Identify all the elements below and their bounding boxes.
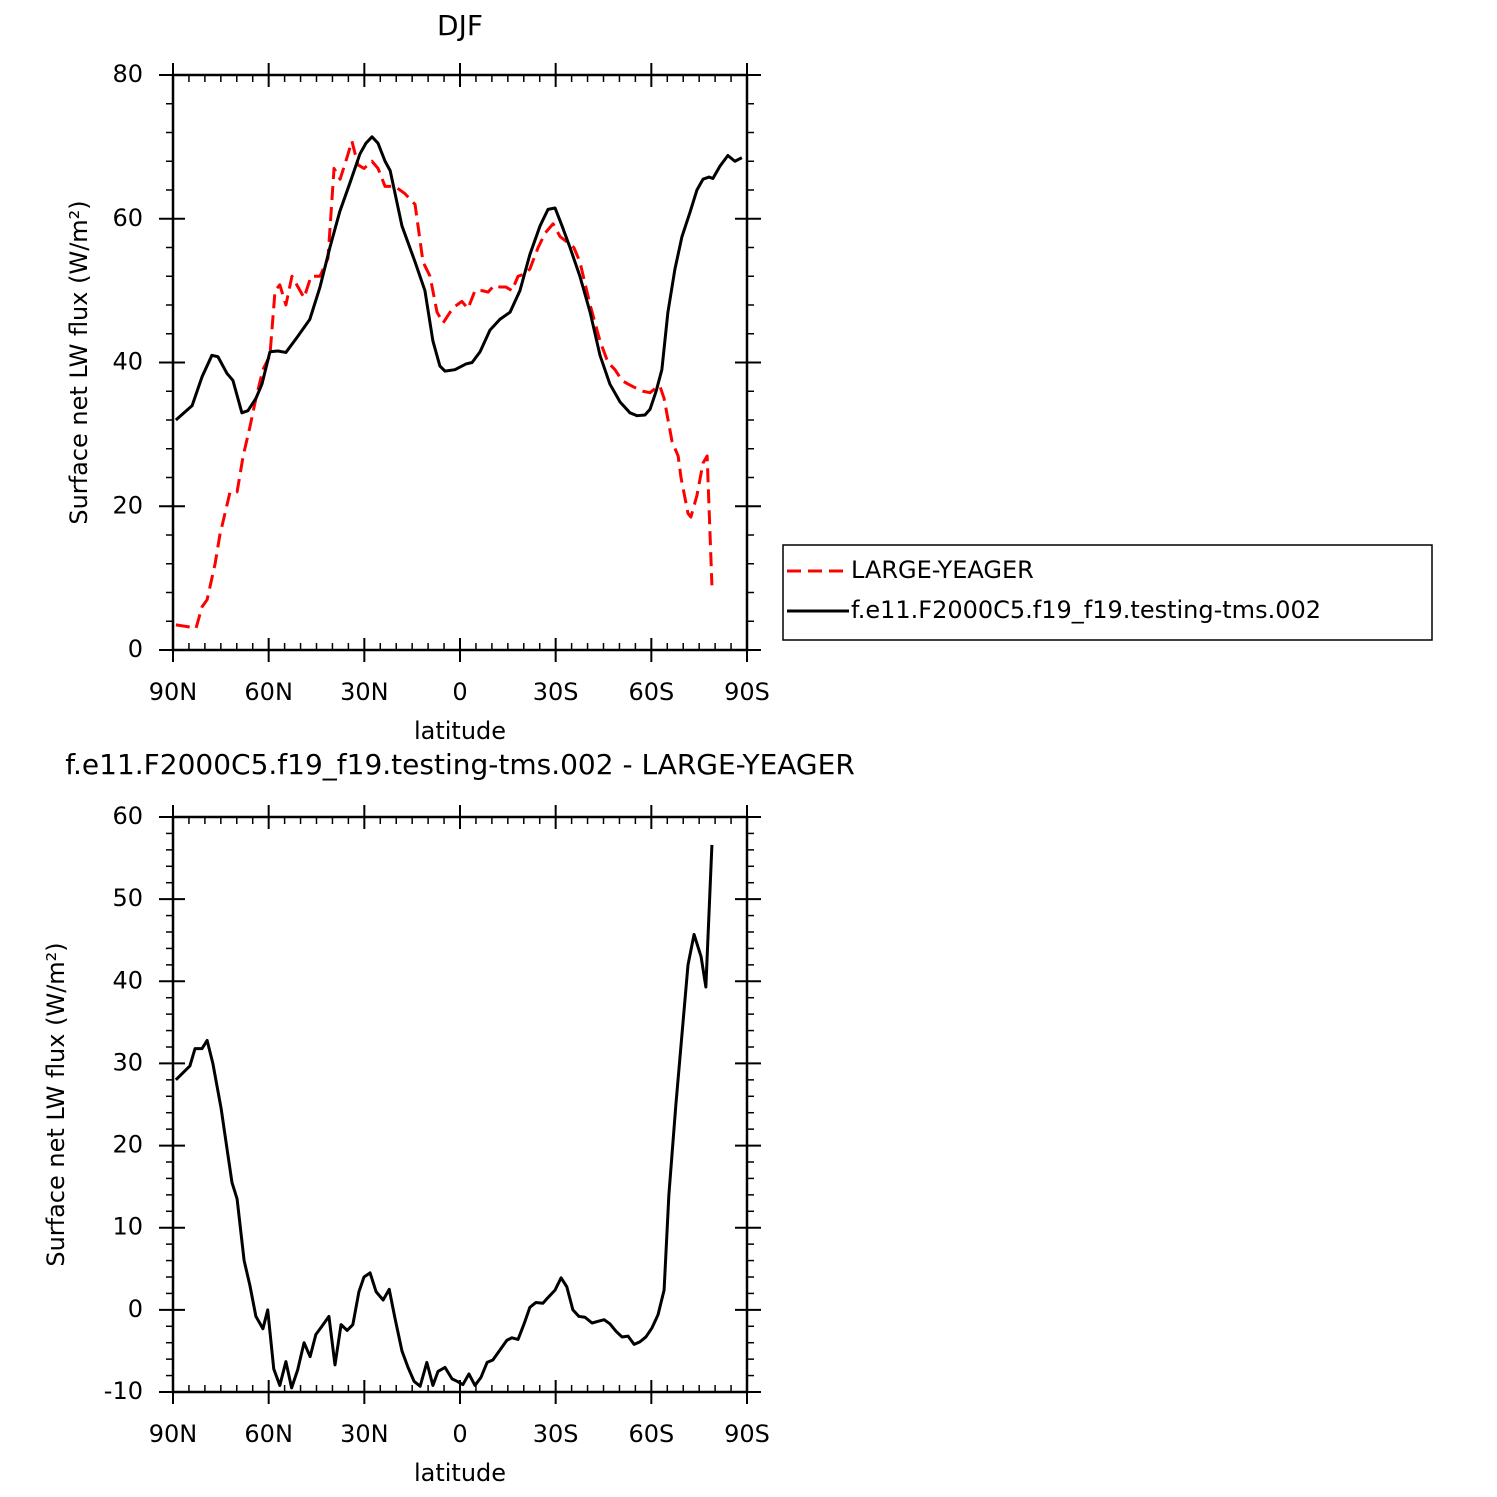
x-axis-label: latitude	[414, 1459, 506, 1487]
y-tick-label: 40	[112, 348, 143, 376]
x-tick-label: 30N	[340, 1420, 389, 1448]
y-tick-label: 50	[112, 884, 143, 912]
x-tick-label: 0	[452, 678, 467, 706]
x-tick-label: 60S	[628, 678, 674, 706]
y-tick-label: 40	[112, 966, 143, 994]
y-tick-label: 20	[112, 491, 143, 519]
legend-label: f.e11.F2000C5.f19_f19.testing-tms.002	[851, 596, 1321, 624]
y-tick-label: 10	[112, 1213, 143, 1241]
y-tick-label: 60	[112, 802, 143, 830]
x-axis-label: latitude	[414, 717, 506, 745]
y-tick-label: 80	[112, 60, 143, 88]
y-tick-label: 20	[112, 1131, 143, 1159]
x-tick-label: 90N	[149, 1420, 198, 1448]
y-tick-label: -10	[104, 1377, 143, 1405]
legend-box	[782, 544, 1433, 641]
data-line	[174, 844, 714, 1390]
y-tick-label: 30	[112, 1048, 143, 1076]
plot-frame	[171, 73, 749, 652]
chart-title: f.e11.F2000C5.f19_f19.testing-tms.002 - …	[65, 748, 855, 781]
x-tick-label: 90N	[149, 678, 198, 706]
y-axis-label: Surface net LW flux (W/m²)	[65, 200, 93, 524]
x-tick-label: 0	[452, 1420, 467, 1448]
x-tick-label: 90S	[724, 1420, 770, 1448]
legend-label: LARGE-YEAGER	[851, 556, 1034, 584]
data-line	[174, 135, 743, 422]
y-axis-label: Surface net LW flux (W/m²)	[42, 942, 70, 1266]
chart-title: DJF	[437, 9, 483, 42]
x-tick-label: 30S	[533, 678, 579, 706]
x-tick-label: 60S	[628, 1420, 674, 1448]
x-tick-label: 30S	[533, 1420, 579, 1448]
x-tick-label: 60N	[244, 1420, 293, 1448]
y-tick-label: 60	[112, 204, 143, 232]
x-tick-label: 60N	[244, 678, 293, 706]
data-line	[175, 139, 714, 630]
y-tick-label: 0	[128, 635, 143, 663]
x-tick-label: 30N	[340, 678, 389, 706]
y-tick-label: 0	[128, 1295, 143, 1323]
x-tick-label: 90S	[724, 678, 770, 706]
plot-frame	[171, 815, 749, 1394]
